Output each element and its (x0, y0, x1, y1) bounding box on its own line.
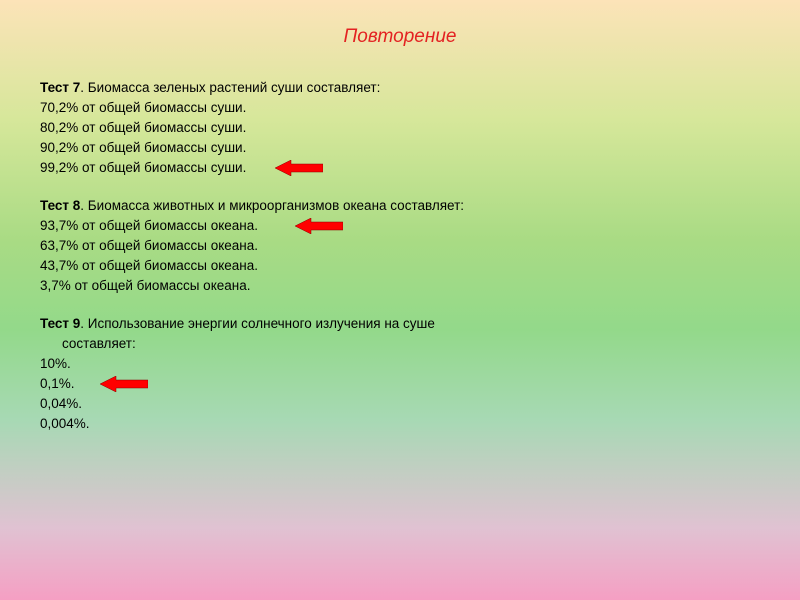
test-9-block: Тест 9. Использование энергии солнечного… (40, 314, 464, 434)
test-7-block: Тест 7. Биомасса зеленых растений суши с… (40, 78, 464, 178)
pointer-arrow-icon (275, 160, 323, 176)
page-title: Повторение (0, 26, 800, 48)
option-text: 99,2% от общей биомассы суши. (40, 160, 246, 175)
pointer-arrow-icon (100, 376, 148, 392)
option: 99,2% от общей биомассы суши. (40, 158, 464, 178)
option: 63,7% от общей биомассы океана. (40, 236, 464, 256)
option: 0,004%. (40, 414, 464, 434)
q-body: . Биомасса животных и микроорганизмов ок… (80, 198, 464, 213)
option: 43,7% от общей биомассы океана. (40, 256, 464, 276)
test-8-block: Тест 8. Биомасса животных и микроорганиз… (40, 196, 464, 296)
option: 3,7% от общей биомассы океана. (40, 276, 464, 296)
q-body: . Использование энергии солнечного излуч… (80, 316, 435, 331)
option-text: 0,1%. (40, 376, 75, 391)
question-text: Тест 7. Биомасса зеленых растений суши с… (40, 78, 464, 98)
option: 90,2% от общей биомассы суши. (40, 138, 464, 158)
q-prefix: Тест 9 (40, 316, 80, 331)
option: 70,2% от общей биомассы суши. (40, 98, 464, 118)
option: 10%. (40, 354, 464, 374)
question-text: Тест 8. Биомасса животных и микроорганиз… (40, 196, 464, 216)
option-text: 93,7% от общей биомассы океана. (40, 218, 258, 233)
option: 93,7% от общей биомассы океана. (40, 216, 464, 236)
question-text: Тест 9. Использование энергии солнечного… (40, 314, 464, 334)
q-prefix: Тест 7 (40, 80, 80, 95)
option: 0,1%. (40, 374, 464, 394)
pointer-arrow-icon (295, 218, 343, 234)
option: 0,04%. (40, 394, 464, 414)
content-block: Тест 7. Биомасса зеленых растений суши с… (40, 78, 464, 452)
q-prefix: Тест 8 (40, 198, 80, 213)
q-body: . Биомасса зеленых растений суши составл… (80, 80, 380, 95)
question-continuation: составляет: (40, 334, 464, 354)
option: 80,2% от общей биомассы суши. (40, 118, 464, 138)
